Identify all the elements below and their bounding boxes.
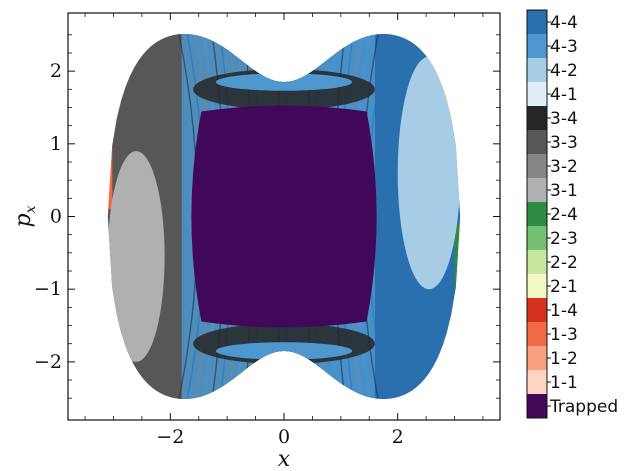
legend-label: 4-2 xyxy=(550,61,578,81)
legend-swatch xyxy=(527,394,547,418)
legend-swatch xyxy=(527,322,547,346)
legend-label: 3-3 xyxy=(550,133,578,153)
legend-label: 1-2 xyxy=(550,349,578,369)
legend-frame xyxy=(526,9,548,419)
y-tick-label: 1 xyxy=(50,133,62,155)
legend-swatch xyxy=(527,370,547,394)
legend-swatch xyxy=(527,226,547,250)
basin-4-3-upper-lobe xyxy=(215,73,353,91)
legend-swatch xyxy=(527,346,547,370)
legend-swatch xyxy=(527,274,547,298)
legend-swatch xyxy=(527,178,547,202)
x-tick-label: −2 xyxy=(156,426,184,448)
x-axis-label: x xyxy=(278,447,291,471)
legend-swatch xyxy=(527,202,547,226)
basin-4-2 xyxy=(397,56,461,290)
y-tick-label: −1 xyxy=(34,278,62,300)
legend-swatch xyxy=(527,298,547,322)
legend-label: 3-2 xyxy=(550,157,578,177)
legend-swatch xyxy=(527,34,547,58)
legend-label: 1-1 xyxy=(550,373,578,393)
legend-label: 2-4 xyxy=(550,205,578,225)
legend-label: 4-4 xyxy=(550,13,578,33)
axis-ticks xyxy=(68,13,500,420)
legend-swatch xyxy=(527,106,547,130)
legend-label: 1-3 xyxy=(550,325,578,345)
basin-trapped xyxy=(191,105,377,328)
basin-4-3-lower-lobe xyxy=(215,342,353,360)
y-axis-label: px xyxy=(11,205,39,227)
legend-label: 2-3 xyxy=(550,229,578,249)
legend-swatch xyxy=(527,250,547,274)
y-axis-label-main: p xyxy=(11,213,36,227)
plot-content xyxy=(107,33,461,400)
x-tick-label: 0 xyxy=(278,426,290,448)
legend-label: 4-3 xyxy=(550,37,578,57)
y-tick-label: 0 xyxy=(50,206,62,228)
legend-swatch xyxy=(527,82,547,106)
legend: 4-4 4-3 4-2 4-1 3-4 3-3 3-2 3-1 2-4 2-3 2-2 2-1 1-4 1… xyxy=(526,9,618,419)
legend-label: 2-1 xyxy=(550,277,578,297)
legend-swatch xyxy=(527,154,547,178)
y-tick-label: −2 xyxy=(34,351,62,373)
legend-label: 2-2 xyxy=(550,253,578,273)
x-tick-label: 2 xyxy=(392,426,404,448)
basin-2-4-edge xyxy=(454,223,461,400)
y-axis-label-subscript: x xyxy=(23,205,39,213)
legend-swatch xyxy=(527,58,547,82)
basin-3-1 xyxy=(107,151,165,362)
legend-label: 3-1 xyxy=(550,181,578,201)
basin-regions xyxy=(107,33,461,400)
basin-1-3-edge xyxy=(107,33,113,210)
legend-swatch xyxy=(527,130,547,154)
legend-label: 4-1 xyxy=(550,85,578,105)
tick-labels: −2 0 2 −2 −1 0 1 2 xyxy=(34,60,404,448)
y-tick-label: 2 xyxy=(50,60,62,82)
legend-swatch xyxy=(527,10,547,34)
legend-label: Trapped xyxy=(549,397,618,417)
legend-label: 3-4 xyxy=(550,109,578,129)
legend-label: 1-4 xyxy=(550,301,578,321)
